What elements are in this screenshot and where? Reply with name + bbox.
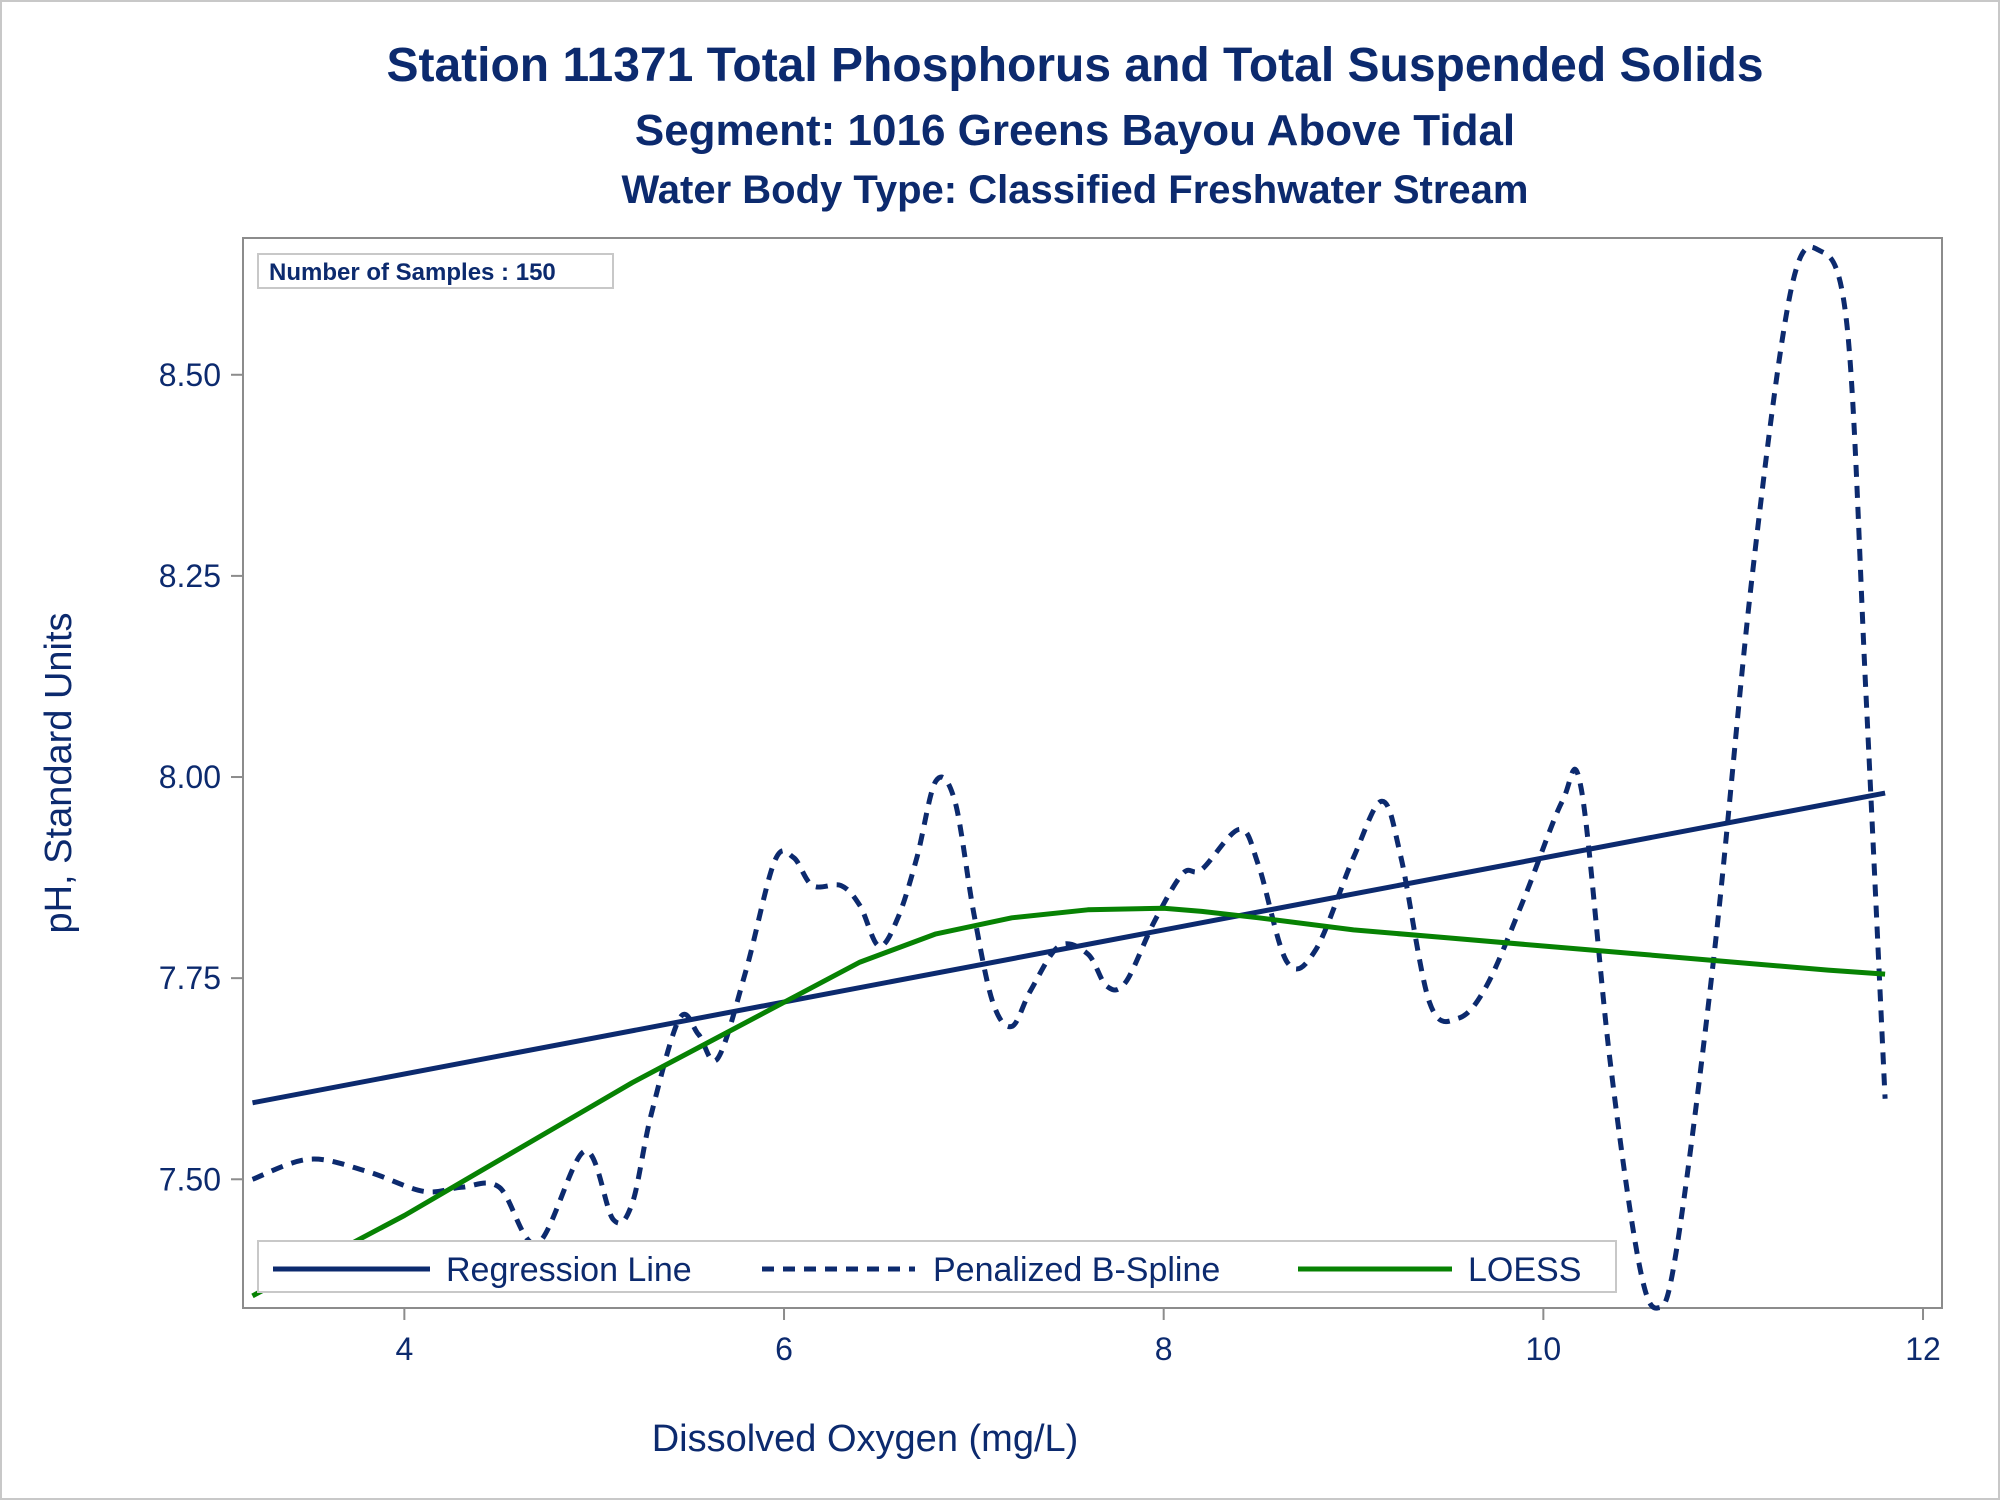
y-tick-label: 8.50 (159, 357, 221, 393)
series-penalized-b-spline-line (251, 244, 1888, 1311)
y-axis: 7.50 7.75 8.00 8.25 8.50 (159, 357, 243, 1197)
x-tick-label: 12 (1905, 1331, 1941, 1367)
y-tick-label: 7.75 (159, 960, 221, 996)
legend: Regression Line Penalized B-Spline LOESS (257, 1240, 1617, 1293)
plot-area-border (242, 237, 1943, 1309)
chart-subtitle-2: Water Body Type: Classified Freshwater S… (621, 168, 1529, 212)
sample-count-border (257, 253, 614, 289)
series-loess-line (251, 905, 1886, 1299)
legend-label-loess: LOESS (1468, 1251, 1581, 1289)
legend-label-spline: Penalized B-Spline (933, 1251, 1220, 1289)
x-axis-title: Dissolved Oxygen (mg/L) (652, 1418, 1079, 1460)
x-tick-label: 4 (395, 1331, 413, 1367)
series-regression-line-line (252, 790, 1886, 1106)
x-tick-label: 8 (1155, 1331, 1173, 1367)
y-tick-label: 7.50 (159, 1161, 221, 1197)
sample-count-box: Number of Samples : 150 (257, 253, 614, 289)
y-tick-label: 8.25 (159, 558, 221, 594)
legend-label-regression: Regression Line (446, 1251, 692, 1289)
x-tick-label: 10 (1526, 1331, 1562, 1367)
y-tick-label: 8.00 (159, 759, 221, 795)
chart-title: Station 11371 Total Phosphorus and Total… (386, 39, 1764, 92)
x-axis: 4 6 8 10 12 (395, 1308, 1941, 1367)
y-axis-title: pH, Standard Units (38, 612, 80, 933)
sample-count-text: Number of Samples : 150 (269, 259, 556, 286)
chart-subtitle: Segment: 1016 Greens Bayou Above Tidal (634, 106, 1516, 155)
x-tick-label: 6 (775, 1331, 793, 1367)
series-layer (251, 244, 1888, 1311)
